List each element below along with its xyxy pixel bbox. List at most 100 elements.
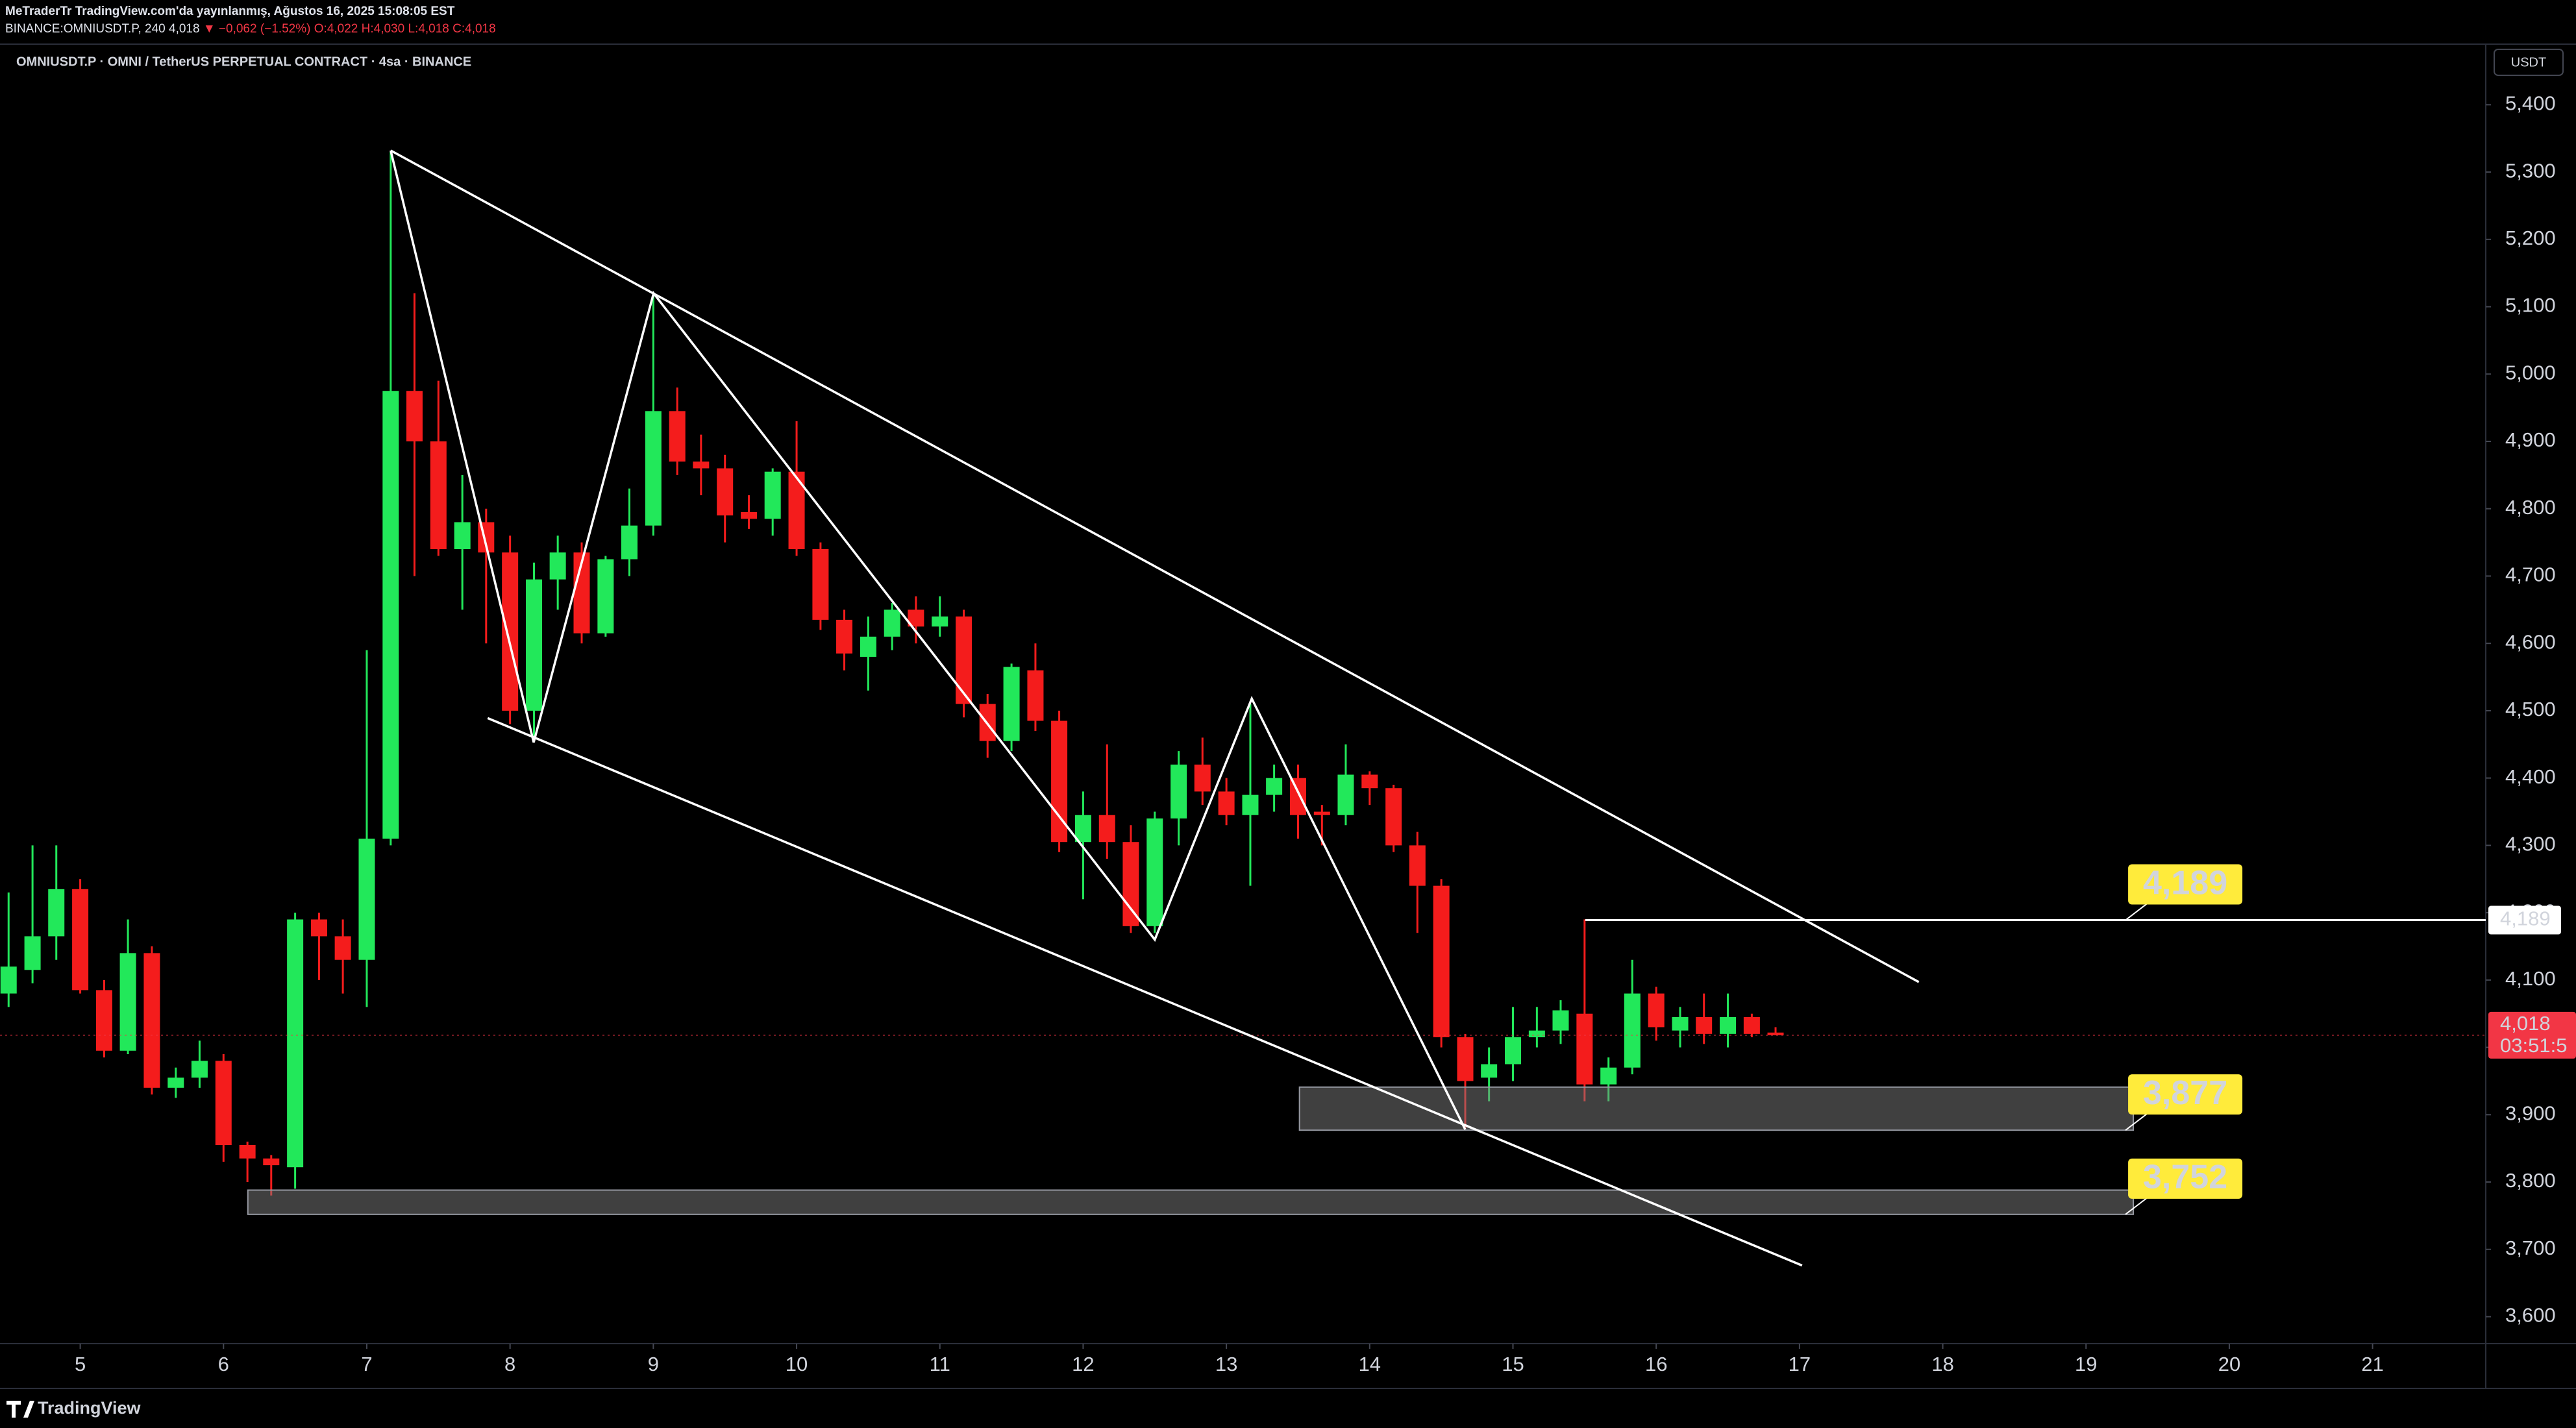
candle-body bbox=[693, 462, 710, 469]
candle-body bbox=[764, 471, 781, 519]
brand-name: TradingView bbox=[38, 1398, 142, 1418]
x-tick-label: 8 bbox=[504, 1353, 515, 1375]
y-tick-label: 5,200 bbox=[2505, 227, 2556, 249]
candle-body bbox=[1027, 670, 1044, 721]
candle-body bbox=[215, 1061, 232, 1145]
logo-mark bbox=[6, 1401, 34, 1418]
x-tick-label: 12 bbox=[1072, 1353, 1094, 1375]
y-tick-label: 5,400 bbox=[2505, 92, 2556, 115]
candle-body bbox=[932, 616, 948, 627]
y-tick-label: 4,300 bbox=[2505, 833, 2556, 856]
candle-body bbox=[812, 548, 829, 620]
x-tick-label: 11 bbox=[930, 1353, 950, 1375]
candle-body bbox=[310, 919, 327, 937]
candle-body bbox=[430, 441, 447, 549]
candle-body bbox=[239, 1144, 256, 1159]
countdown-label: 03:51:5 bbox=[2500, 1034, 2567, 1057]
currency-button[interactable] bbox=[2494, 49, 2564, 76]
candle-body bbox=[1720, 1016, 1737, 1034]
candle-body bbox=[24, 936, 41, 970]
candle-body bbox=[1528, 1030, 1545, 1038]
candle-body bbox=[1218, 791, 1235, 815]
symbol: BINANCE:OMNIUSDT.P, 240 bbox=[5, 22, 166, 36]
candle-body bbox=[287, 919, 304, 1168]
trendline bbox=[487, 717, 1803, 1267]
chart-title: OMNIUSDT.P · OMNI / TetherUS PERPETUAL C… bbox=[16, 55, 471, 69]
y-tick-label: 3,600 bbox=[2505, 1304, 2556, 1327]
x-tick-label: 15 bbox=[1502, 1353, 1524, 1375]
zone-label: 3,752 bbox=[2143, 1159, 2227, 1196]
candle-body bbox=[72, 889, 89, 991]
level-axis-label: 4,189 bbox=[2500, 907, 2551, 930]
candle-body bbox=[1767, 1032, 1784, 1035]
candle-body bbox=[526, 579, 543, 711]
candle-body bbox=[1122, 842, 1139, 926]
y-tick-label: 3,700 bbox=[2505, 1237, 2556, 1259]
candle-body bbox=[1481, 1064, 1498, 1078]
candle-body bbox=[0, 966, 17, 994]
level-label-box bbox=[2128, 864, 2243, 905]
candle-body bbox=[95, 990, 112, 1051]
x-tick-label: 18 bbox=[1931, 1353, 1953, 1375]
ohlc: O:4,022 H:4,030 L:4,018 C:4,018 bbox=[314, 22, 496, 36]
y-tick-label: 5,100 bbox=[2505, 294, 2556, 317]
last-price-label: 4,018 bbox=[2500, 1012, 2551, 1035]
level-label-connector bbox=[2125, 902, 2148, 921]
candle-body bbox=[1194, 764, 1211, 792]
candle-body bbox=[1289, 778, 1306, 815]
x-tick-label: 21 bbox=[2361, 1353, 2383, 1375]
candle-body bbox=[956, 616, 972, 704]
x-tick-label: 17 bbox=[1789, 1353, 1811, 1375]
candle-body bbox=[1385, 788, 1402, 846]
candle-body bbox=[1505, 1037, 1522, 1065]
x-tick-label: 10 bbox=[786, 1353, 808, 1375]
y-tick-label: 4,800 bbox=[2505, 496, 2556, 519]
candle-body bbox=[1003, 667, 1020, 741]
zone-label: 3,877 bbox=[2143, 1074, 2227, 1112]
x-tick-label: 14 bbox=[1359, 1353, 1381, 1375]
zone bbox=[247, 1189, 2135, 1215]
publisher-line: MeTraderTr TradingView.com'da yayınlanmı… bbox=[5, 5, 455, 18]
candle-body bbox=[1266, 778, 1283, 795]
y-tick-label: 3,900 bbox=[2505, 1102, 2556, 1125]
candle-body bbox=[1409, 845, 1426, 886]
candle-body bbox=[1313, 811, 1330, 815]
y-tick-label: 3,800 bbox=[2505, 1169, 2556, 1192]
zone-label-box bbox=[2128, 1158, 2243, 1199]
candle-body bbox=[1672, 1016, 1689, 1031]
candle-body bbox=[406, 391, 423, 442]
candle-body bbox=[263, 1158, 280, 1166]
candle-body bbox=[143, 953, 160, 1088]
last-price-box bbox=[2488, 1011, 2576, 1059]
candle-body bbox=[717, 468, 734, 516]
candle-body bbox=[1457, 1037, 1474, 1081]
candle-body bbox=[119, 953, 136, 1051]
overlay: 3,877 3,752 4,189 bbox=[247, 149, 2486, 1267]
candle-body bbox=[549, 552, 566, 580]
x-tick-label: 9 bbox=[648, 1353, 659, 1375]
change: ▼ −0,062 (−1.52%) bbox=[203, 22, 311, 36]
candle-body bbox=[1648, 993, 1665, 1028]
candle-body bbox=[1170, 764, 1187, 819]
candle-body bbox=[1098, 815, 1115, 843]
candle-body bbox=[1624, 993, 1641, 1068]
candle-body bbox=[1361, 774, 1378, 789]
candle-body bbox=[334, 936, 351, 960]
candle-body bbox=[1576, 1013, 1593, 1085]
candle-body bbox=[597, 559, 614, 634]
x-tick-label: 6 bbox=[218, 1353, 229, 1375]
y-tick-label: 4,400 bbox=[2505, 765, 2556, 788]
x-tick-label: 7 bbox=[361, 1353, 372, 1375]
trendline bbox=[390, 149, 1920, 983]
candle-body bbox=[358, 839, 375, 960]
y-tick-label: 4,700 bbox=[2505, 563, 2556, 586]
y-tick-label: 5,300 bbox=[2505, 159, 2556, 182]
candle-body bbox=[1696, 1016, 1713, 1034]
y-tick-label: 4,900 bbox=[2505, 428, 2556, 451]
candle-body bbox=[741, 511, 758, 519]
zone-label-box bbox=[2128, 1074, 2243, 1115]
x-tick-label: 16 bbox=[1645, 1353, 1667, 1375]
zone bbox=[1298, 1086, 2135, 1131]
zone-label-connector bbox=[2125, 1113, 2148, 1131]
candle-body bbox=[1552, 1010, 1569, 1031]
